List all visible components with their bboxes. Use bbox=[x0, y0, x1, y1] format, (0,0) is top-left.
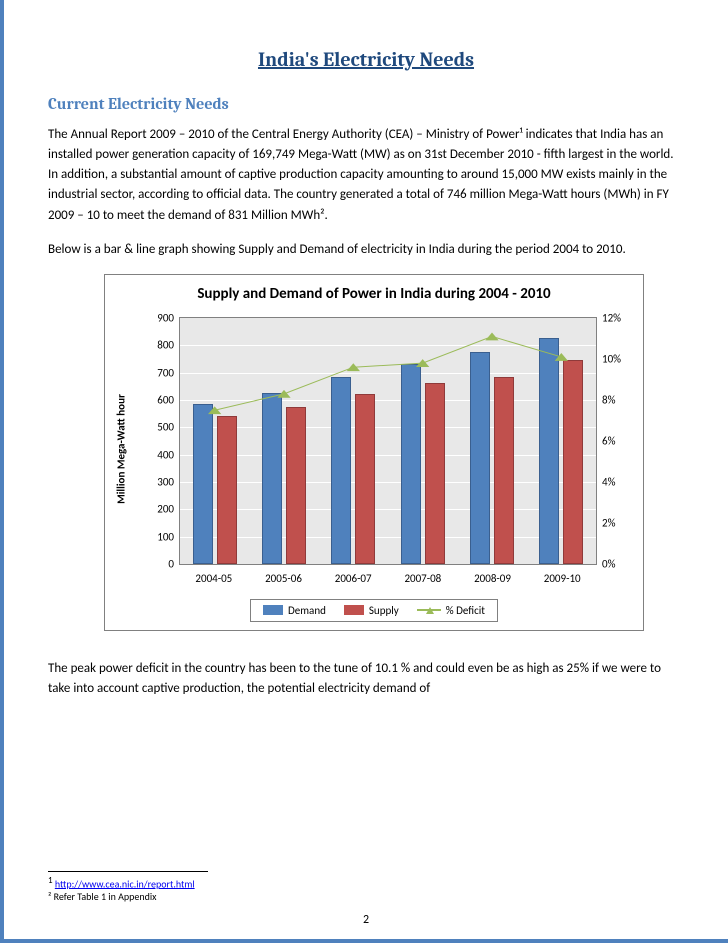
supply-swatch-icon bbox=[344, 605, 364, 615]
section-heading: Current Electricity Needs bbox=[48, 95, 684, 113]
x-axis-label: 2006-07 bbox=[318, 572, 388, 585]
y-right-tick: 0% bbox=[596, 557, 615, 570]
demand-bar bbox=[262, 393, 282, 564]
footnote-2: ² Refer Table 1 in Appendix bbox=[48, 890, 684, 903]
legend-supply: Supply bbox=[344, 604, 399, 617]
y-right-tick: 12% bbox=[596, 311, 621, 324]
y-left-tick: 100 bbox=[157, 530, 180, 543]
y-left-tick: 700 bbox=[157, 366, 180, 379]
legend-supply-label: Supply bbox=[369, 604, 399, 617]
y-right-tick: 6% bbox=[596, 434, 615, 447]
paragraph-3: The peak power deficit in the country ha… bbox=[48, 659, 684, 699]
y-right-tick: 10% bbox=[596, 352, 621, 365]
y-left-tick: 800 bbox=[157, 339, 180, 352]
paragraph-1: The Annual Report 2009 – 2010 of the Cen… bbox=[48, 125, 684, 226]
footnote-rule bbox=[48, 871, 208, 872]
chart-container: Supply and Demand of Power in India duri… bbox=[104, 274, 644, 631]
y-left-tick: 200 bbox=[157, 503, 180, 516]
y-left-tick: 300 bbox=[157, 475, 180, 488]
legend-demand: Demand bbox=[263, 604, 326, 617]
chart-title: Supply and Demand of Power in India duri… bbox=[113, 285, 635, 303]
demand-bar bbox=[331, 377, 351, 564]
y-left-tick: 500 bbox=[157, 421, 180, 434]
document-title: India's Electricity Needs bbox=[48, 48, 684, 71]
chart-plot-area: Million Mega-Watt hour 01002003004005006… bbox=[141, 309, 635, 589]
supply-bar bbox=[494, 377, 514, 564]
x-axis-label: 2007-08 bbox=[388, 572, 458, 585]
demand-bar bbox=[401, 364, 421, 564]
footnote-1-marker: 1 bbox=[48, 875, 53, 886]
supply-bar bbox=[563, 360, 583, 564]
y-left-tick: 900 bbox=[157, 311, 180, 324]
supply-bar bbox=[425, 383, 445, 563]
footnote-1: 1 http://www.cea.nic.in/report.html bbox=[48, 875, 684, 890]
y-axis-label: Million Mega-Watt hour bbox=[115, 394, 128, 504]
y-left-tick: 400 bbox=[157, 448, 180, 461]
legend-deficit-label: % Deficit bbox=[446, 604, 485, 617]
footnotes-block: 1 http://www.cea.nic.in/report.html ² Re… bbox=[48, 871, 684, 903]
x-axis-label: 2009-10 bbox=[527, 572, 597, 585]
x-axis-label: 2005-06 bbox=[249, 572, 319, 585]
x-axis-label: 2004-05 bbox=[179, 572, 249, 585]
demand-bar bbox=[193, 404, 213, 564]
deficit-line-icon bbox=[417, 605, 441, 615]
chart-plot: 01002003004005006007008009000%2%4%6%8%10… bbox=[179, 317, 597, 565]
x-axis-label: 2008-09 bbox=[458, 572, 528, 585]
chart-legend: Demand Supply % Deficit bbox=[250, 599, 498, 622]
demand-swatch-icon bbox=[263, 605, 283, 615]
y-right-tick: 8% bbox=[596, 393, 615, 406]
legend-demand-label: Demand bbox=[288, 604, 326, 617]
demand-bar bbox=[470, 352, 490, 564]
y-left-tick: 0 bbox=[168, 557, 180, 570]
y-right-tick: 2% bbox=[596, 516, 615, 529]
x-axis-labels: 2004-052005-062006-072007-082008-092009-… bbox=[179, 572, 597, 585]
y-left-tick: 600 bbox=[157, 393, 180, 406]
footnote-1-link[interactable]: http://www.cea.nic.in/report.html bbox=[55, 877, 195, 890]
supply-bar bbox=[286, 407, 306, 564]
supply-bar bbox=[217, 416, 237, 564]
paragraph-2: Below is a bar & line graph showing Supp… bbox=[48, 240, 684, 260]
demand-bar bbox=[539, 338, 559, 564]
legend-deficit: % Deficit bbox=[417, 604, 485, 617]
document-page: India's Electricity Needs Current Electr… bbox=[0, 0, 728, 943]
page-number: 2 bbox=[4, 913, 728, 927]
y-right-tick: 4% bbox=[596, 475, 615, 488]
supply-bar bbox=[355, 394, 375, 563]
